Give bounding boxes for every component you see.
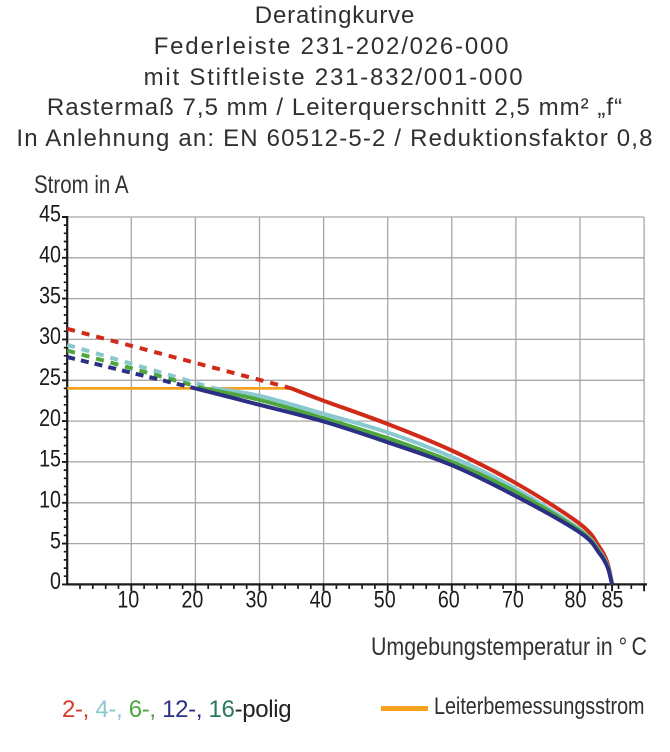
- svg-text:0: 0: [50, 567, 61, 594]
- svg-text:30: 30: [39, 322, 61, 349]
- svg-text:70: 70: [502, 586, 524, 613]
- svg-text:60: 60: [438, 586, 460, 613]
- svg-text:10: 10: [39, 486, 61, 513]
- svg-text:20: 20: [181, 586, 203, 613]
- svg-text:30: 30: [246, 586, 268, 613]
- svg-text:80: 80: [565, 586, 587, 613]
- svg-text:45: 45: [39, 200, 61, 227]
- svg-text:20: 20: [39, 404, 61, 431]
- svg-text:5: 5: [50, 526, 61, 553]
- svg-text:25: 25: [39, 363, 61, 390]
- svg-text:15: 15: [39, 445, 61, 472]
- svg-text:40: 40: [310, 586, 332, 613]
- svg-text:10: 10: [117, 586, 139, 613]
- svg-text:85: 85: [602, 586, 624, 613]
- svg-text:40: 40: [39, 241, 61, 268]
- svg-text:50: 50: [374, 586, 396, 613]
- svg-text:35: 35: [39, 281, 61, 308]
